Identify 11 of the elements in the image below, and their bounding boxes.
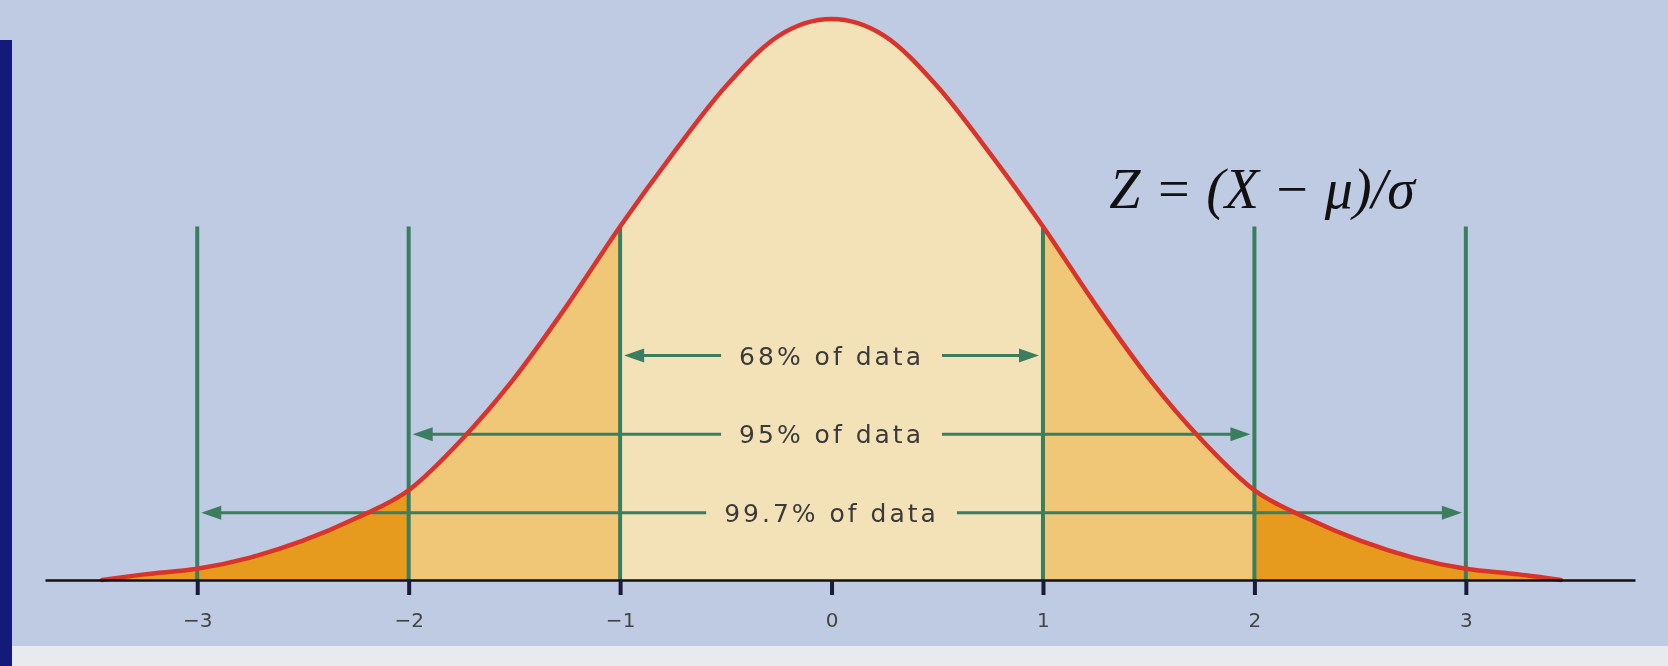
x-tick-label: −3 [182, 608, 213, 633]
annotation: 99.7% of data [724, 498, 939, 528]
x-tick-label: −1 [605, 608, 636, 633]
x-tick-label: 0 [825, 608, 839, 633]
annotation: 68% of data [739, 341, 924, 371]
x-tick-label: 1 [1037, 608, 1050, 633]
x-tick-label: 2 [1248, 608, 1262, 633]
x-tick-label: −2 [394, 608, 424, 633]
x-tick-label: 3 [1459, 608, 1473, 633]
annotation: Z = (X − μ)/σ [1109, 158, 1418, 221]
annotation: 95% of data [739, 420, 924, 450]
